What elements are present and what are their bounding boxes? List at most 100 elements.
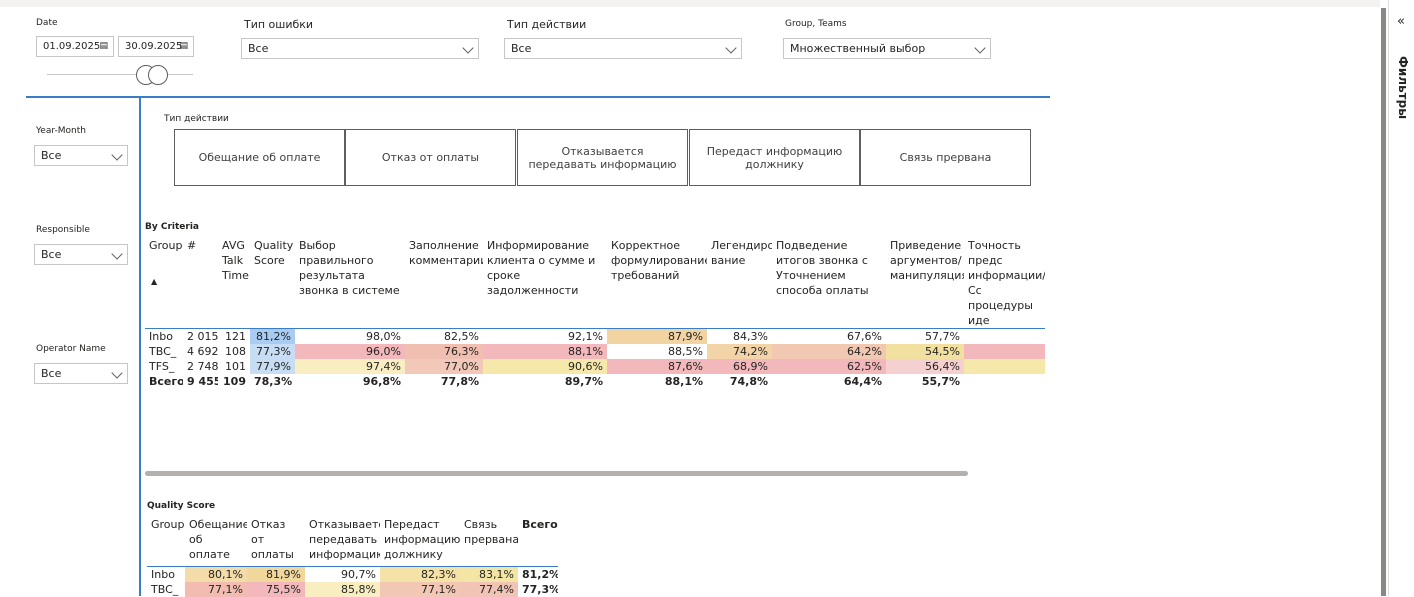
dropdown[interactable]: Все (241, 38, 479, 59)
cell: 96,8% (295, 374, 405, 389)
column-header[interactable]: Приведение аргументов/ манипуляция (890, 239, 964, 282)
cell: 85,8% (305, 581, 380, 597)
column-header[interactable]: # (187, 239, 197, 252)
cell: 77,1% (185, 581, 247, 597)
column-header[interactable]: Выбор правильного результата звонка в си… (299, 239, 400, 297)
action-button[interactable]: Отказывается передавать информацию (517, 129, 688, 186)
cell: 68,9% (707, 359, 772, 374)
date-end[interactable]: 30.09.2025 ▤ (118, 36, 194, 57)
score-table: Group Обещание об оплате Отказ от оплаты От… (147, 517, 558, 597)
total-row: Всего 9 455 109 78,3% 96,8% 77,8% 89,7% 88,1% 74… (145, 374, 1045, 389)
dropdown-value: Все (41, 367, 62, 380)
column-header[interactable]: Передаст информацию должнику (384, 518, 460, 561)
divider (26, 96, 1050, 98)
slicer-label: Operator Name (36, 344, 106, 354)
header-row: Group Обещание об оплате Отказ от оплаты От… (147, 517, 558, 566)
cell: TFS_ (145, 359, 183, 374)
sort-arrow[interactable]: ▲ (151, 277, 158, 286)
cell: 77,0% (405, 359, 483, 374)
cell: Всего (145, 374, 183, 389)
cell: 67,6% (772, 328, 886, 344)
column-header[interactable]: Всего (522, 518, 558, 531)
data-row: TBC_ 4 692 108 77,3% 96,0% 76,3% 88,1% 88,5% 74,… (145, 344, 1045, 359)
data-row: Inbo 80,1% 81,9% 90,7% 82,3% 83,1% 81,2% (147, 566, 558, 582)
action-button[interactable]: Отказ от оплаты (345, 129, 516, 186)
cell: 9 455 (183, 374, 218, 389)
column-header[interactable]: Отказывается передавать информацию (309, 518, 380, 561)
cell: 101 (218, 359, 250, 374)
cell: 56,4% (886, 359, 964, 374)
date-start[interactable]: 01.09.2025 ▤ (36, 36, 114, 57)
cell: 92,1% (483, 328, 607, 344)
cell (964, 374, 1045, 389)
column-header[interactable]: Точность предс информации/Сс процедуры и… (968, 239, 1045, 327)
cell: 108 (218, 344, 250, 359)
filters-pane-title: Фильтры (1396, 56, 1410, 120)
cell: 89,7% (483, 374, 607, 389)
column-header[interactable]: Информирование клиента о сумме и сроке з… (487, 239, 596, 297)
column-header[interactable]: Group (151, 518, 185, 531)
cell: 90,7% (305, 566, 380, 582)
collapse-icon[interactable]: « (1397, 14, 1405, 29)
dropdown[interactable]: Все (34, 244, 128, 265)
table-container: Group # AVG Talk Time Quality Score Выбор пр… (145, 238, 1045, 389)
dropdown[interactable]: Множественный выбор (783, 38, 991, 59)
cell: 77,8% (405, 374, 483, 389)
date-text: 01.09.2025 (43, 41, 101, 52)
scrollbar[interactable] (145, 471, 968, 476)
dropdown[interactable]: Все (504, 38, 742, 59)
header-row: Group # AVG Talk Time Quality Score Выбор пр… (145, 238, 1045, 329)
column-header[interactable]: Quality Score (254, 239, 294, 267)
cell: 77,1% (380, 581, 460, 597)
dropdown-value: Все (511, 42, 532, 55)
action-button[interactable]: Связь прервана (860, 129, 1031, 186)
filter-label: Тип ошибки (244, 18, 314, 31)
column-header[interactable]: Легендиро вание (711, 239, 772, 267)
cell: 98,0% (295, 328, 405, 344)
cell: 77,3% (250, 344, 295, 359)
cell: 83,1% (460, 566, 518, 582)
cell: TBC_ (147, 581, 185, 597)
column-header[interactable]: Корректное формулирование требований (611, 239, 707, 282)
date-text: 30.09.2025 (125, 41, 183, 52)
slider-handle[interactable] (148, 65, 168, 85)
scrollbar[interactable] (1381, 8, 1386, 596)
cell: 87,9% (607, 328, 707, 344)
column-header[interactable]: Подведение итогов звонка с Уточнением сп… (776, 239, 869, 297)
cell: 4 692 (183, 344, 218, 359)
cell: 88,5% (607, 344, 707, 359)
column-header[interactable]: Group (149, 239, 183, 252)
column-header[interactable]: Отказ от оплаты (251, 518, 294, 561)
column-header[interactable]: Связь прервана (464, 518, 518, 546)
dropdown-value: Все (41, 149, 62, 162)
cell: 54,5% (886, 344, 964, 359)
dropdown[interactable]: Все (34, 145, 128, 166)
data-row: TFS_ 2 748 101 77,9% 97,4% 77,0% 90,6% 87,6% 68,… (145, 359, 1045, 374)
cell: 2 015 (183, 328, 218, 344)
buttons-title: Тип действии (164, 114, 229, 124)
cell: Inbo (145, 328, 183, 344)
cell: 97,4% (295, 359, 405, 374)
slicer-label: Year-Month (36, 126, 86, 136)
data-row: Inbo 2 015 121 81,2% 98,0% 82,5% 92,1% 87,9% 84,… (145, 328, 1045, 344)
action-button[interactable]: Обещание об оплате (174, 129, 345, 186)
dropdown[interactable]: Все (34, 363, 128, 384)
cell: 77,4% (460, 581, 518, 597)
action-button[interactable]: Передаст информацию должнику (689, 129, 860, 186)
column-header[interactable]: AVG Talk Time (222, 239, 249, 282)
cell: 74,2% (707, 344, 772, 359)
cell: 84,3% (707, 328, 772, 344)
cell: 81,2% (250, 328, 295, 344)
filter-label: Date (36, 18, 58, 28)
cell (964, 344, 1045, 359)
cell: 78,3% (250, 374, 295, 389)
column-header[interactable]: Обещание об оплате (189, 518, 247, 561)
cell (964, 328, 1045, 344)
table-container: Group Обещание об оплате Отказ от оплаты От… (147, 517, 567, 597)
top-bar (0, 0, 1380, 7)
cell: 87,6% (607, 359, 707, 374)
cell: 2 748 (183, 359, 218, 374)
column-header[interactable]: Заполнение комментарии (409, 239, 483, 267)
cell: 55,7% (886, 374, 964, 389)
data-row: TBC_ 77,1% 75,5% 85,8% 77,1% 77,4% 77,3% (147, 581, 558, 597)
